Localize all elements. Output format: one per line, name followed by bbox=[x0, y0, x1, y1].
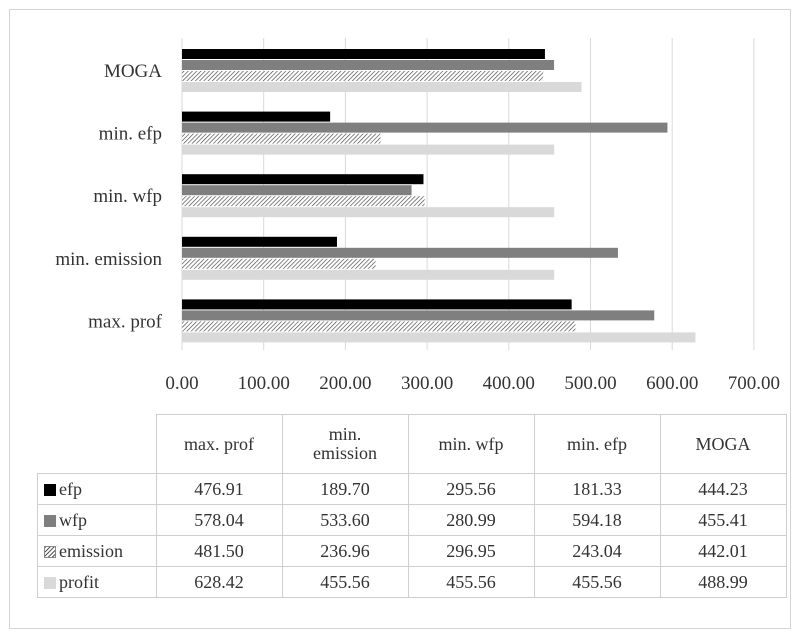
legend-entry-profit: profit bbox=[37, 566, 157, 598]
bars bbox=[182, 49, 696, 343]
table-row: efp 476.91 189.70 295.56 181.33 444.23 bbox=[37, 473, 787, 505]
x-tick-label: 100.00 bbox=[238, 373, 290, 394]
table-cell: 455.56 bbox=[533, 566, 661, 598]
legend-entry-wfp: wfp bbox=[37, 504, 157, 536]
table-cell: 295.56 bbox=[407, 473, 535, 505]
wfp-swatch-icon bbox=[44, 514, 56, 527]
table-cell: 442.01 bbox=[659, 535, 787, 567]
table-cell: 476.91 bbox=[155, 473, 283, 505]
table-cell: 594.18 bbox=[533, 504, 661, 536]
table-cell: 243.04 bbox=[533, 535, 661, 567]
chart-frame bbox=[9, 9, 791, 629]
x-tick-label: 700.00 bbox=[728, 373, 780, 394]
series-label: emission bbox=[59, 540, 124, 561]
category-label: min. emission bbox=[55, 249, 162, 270]
table-row: emission 481.50 236.96 296.95 243.04 442… bbox=[37, 535, 787, 567]
category-label: MOGA bbox=[104, 61, 162, 82]
x-tick-label: 200.00 bbox=[319, 373, 371, 394]
table-cell: 296.95 bbox=[407, 535, 535, 567]
bar-profit bbox=[182, 144, 555, 155]
table-header-cell: min. efp bbox=[533, 414, 661, 474]
table-cell: 455.41 bbox=[659, 504, 787, 536]
series-label: wfp bbox=[59, 509, 87, 530]
category-label: max. prof bbox=[88, 311, 163, 332]
table-cell: 481.50 bbox=[155, 535, 283, 567]
table-header-cell: min. wfp bbox=[407, 414, 535, 474]
table-row: profit 628.42 455.56 455.56 455.56 488.9… bbox=[37, 566, 787, 598]
table-cell: 181.33 bbox=[533, 473, 661, 505]
bar-efp bbox=[182, 236, 337, 247]
bar-profit bbox=[182, 82, 582, 92]
table-cell: 628.42 bbox=[155, 566, 283, 598]
x-tick-label: 500.00 bbox=[564, 373, 616, 394]
legend-entry-emission: emission bbox=[37, 535, 157, 567]
table-cell: 189.70 bbox=[281, 473, 409, 505]
x-tick-label: 400.00 bbox=[483, 373, 535, 394]
table-cell: 455.56 bbox=[281, 566, 409, 598]
bar-efp bbox=[182, 111, 331, 122]
table-cell: 488.99 bbox=[659, 566, 787, 598]
bar-emission bbox=[182, 133, 381, 144]
bar-profit bbox=[182, 207, 555, 218]
bar-wfp bbox=[182, 60, 555, 70]
data-table: max. prof min. emission min. wfp min. efp… bbox=[37, 414, 787, 598]
table-header-cell: min. emission bbox=[281, 414, 409, 474]
table-header-cell: max. prof bbox=[155, 414, 283, 474]
efp-swatch-icon bbox=[44, 483, 56, 496]
bar-emission bbox=[182, 321, 576, 332]
profit-swatch-icon bbox=[44, 576, 56, 589]
table-cell: 280.99 bbox=[407, 504, 535, 536]
bar-chart: max. prof min. emission min. wfp min. efp MO… bbox=[55, 38, 780, 394]
bar-wfp bbox=[182, 185, 412, 196]
table-cell: 533.60 bbox=[281, 504, 409, 536]
category-label: min. efp bbox=[99, 124, 162, 145]
table-cell: 455.56 bbox=[407, 566, 535, 598]
legend-entry-efp: efp bbox=[37, 473, 157, 505]
x-tick-label: 0.00 bbox=[165, 373, 198, 394]
bar-efp bbox=[182, 49, 545, 59]
table-row: wfp 578.04 533.60 280.99 594.18 455.41 bbox=[37, 504, 787, 536]
bar-emission bbox=[182, 71, 544, 81]
bar-profit bbox=[182, 269, 555, 280]
bar-profit bbox=[182, 332, 696, 343]
x-tick-label: 600.00 bbox=[646, 373, 698, 394]
category-labels: max. prof min. emission min. wfp min. efp MO… bbox=[55, 61, 162, 332]
bar-wfp bbox=[182, 310, 655, 321]
bar-efp bbox=[182, 299, 572, 310]
table-header-row: max. prof min. emission min. wfp min. efp… bbox=[37, 414, 787, 474]
table-corner bbox=[37, 414, 157, 474]
series-label: profit bbox=[59, 571, 99, 592]
bar-wfp bbox=[182, 122, 668, 133]
category-label: min. wfp bbox=[93, 186, 162, 207]
table-header-cell: MOGA bbox=[659, 414, 787, 474]
bar-wfp bbox=[182, 247, 618, 258]
table-cell: 578.04 bbox=[155, 504, 283, 536]
emission-swatch-icon bbox=[44, 545, 56, 558]
table-cell: 444.23 bbox=[659, 473, 787, 505]
table-cell: 236.96 bbox=[281, 535, 409, 567]
bar-emission bbox=[182, 196, 425, 207]
bar-emission bbox=[182, 258, 376, 269]
x-tick-label: 300.00 bbox=[401, 373, 453, 394]
x-tick-labels: 0.00 100.00 200.00 300.00 400.00 500.00 600.00… bbox=[165, 373, 780, 394]
series-label: efp bbox=[59, 478, 82, 499]
bar-efp bbox=[182, 174, 424, 185]
